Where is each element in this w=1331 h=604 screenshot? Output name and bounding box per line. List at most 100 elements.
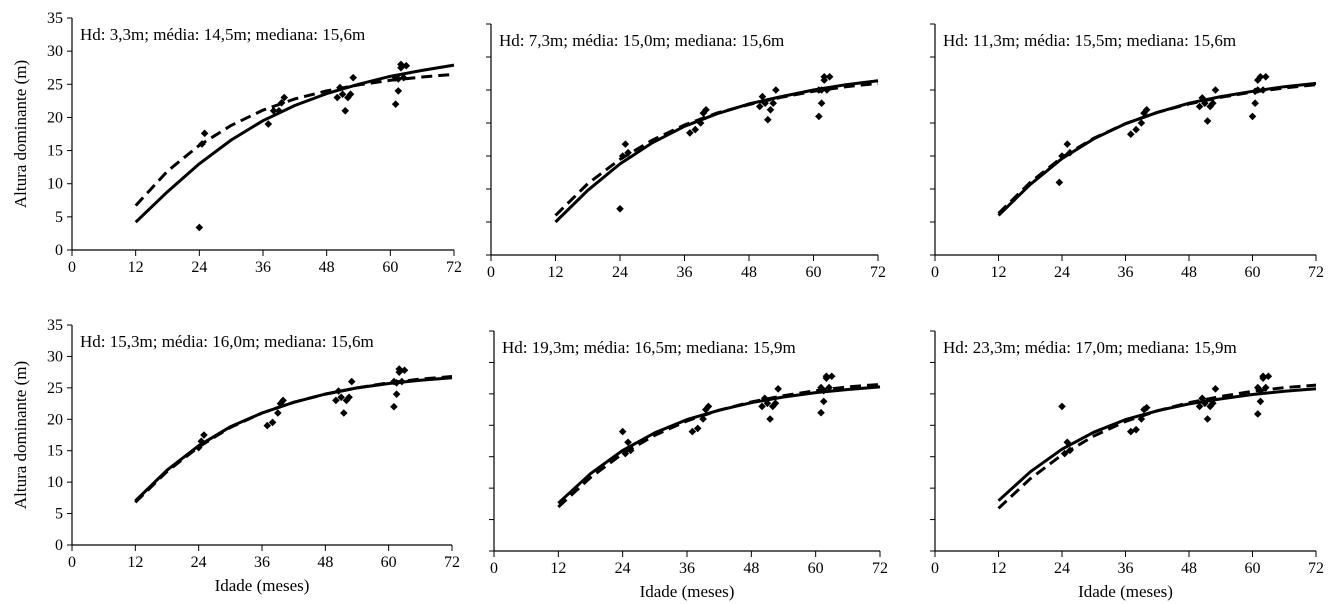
x-tick-label: 12 xyxy=(127,554,143,571)
data-point xyxy=(772,86,780,94)
data-point xyxy=(1198,394,1207,403)
data-point xyxy=(390,402,398,411)
data-point xyxy=(1261,73,1270,81)
x-tick-label: 48 xyxy=(741,264,757,281)
y-tick-label: 10 xyxy=(47,176,63,193)
x-axis-label: Idade (meses) xyxy=(215,576,310,595)
x-tick-label: 36 xyxy=(1118,264,1134,281)
series-line-solid xyxy=(997,81,1317,217)
data-point xyxy=(1251,87,1259,96)
x-tick-label: 12 xyxy=(991,264,1007,281)
data-point xyxy=(1261,383,1270,392)
data-point xyxy=(195,223,204,232)
x-tick-label: 48 xyxy=(317,554,333,571)
data-point xyxy=(1058,402,1066,411)
x-tick-label: 24 xyxy=(615,560,631,577)
data-point xyxy=(696,119,705,127)
data-point xyxy=(194,443,203,452)
data-point xyxy=(822,372,831,381)
data-point xyxy=(616,205,624,213)
x-tick-label: 60 xyxy=(1245,264,1261,281)
data-point xyxy=(263,421,272,430)
data-point xyxy=(1063,438,1072,447)
x-tick-label: 36 xyxy=(677,264,693,281)
data-point xyxy=(760,394,769,403)
series-line-solid xyxy=(134,63,455,224)
data-point xyxy=(1060,449,1069,458)
data-point xyxy=(1259,372,1267,381)
data-point xyxy=(1256,386,1265,395)
panel-annotation: Hd: 23,3m; média: 17,0m; mediana: 15,9m xyxy=(943,338,1237,357)
data-point xyxy=(1058,152,1066,160)
data-point xyxy=(402,61,411,70)
x-tick-label: 72 xyxy=(444,554,460,571)
data-point xyxy=(345,393,353,402)
data-point xyxy=(1256,73,1265,81)
y-tick-label: 15 xyxy=(47,143,63,160)
data-point xyxy=(758,402,766,411)
y-tick-label: 25 xyxy=(47,380,63,397)
data-point xyxy=(399,73,408,82)
x-tick-label: 48 xyxy=(743,560,759,577)
x-tick-label: 60 xyxy=(381,554,397,571)
data-point xyxy=(758,92,767,101)
data-point xyxy=(394,87,403,95)
chart-panel-4: 0 5 10 15 20 25 30 35 0 12 24 36 48 60 72 Hd: 15,3m; mé… xyxy=(11,317,460,595)
data-point xyxy=(624,148,632,157)
data-point xyxy=(1264,372,1273,381)
data-point xyxy=(341,107,350,115)
data-point xyxy=(394,75,403,83)
y-tick-label: 5 xyxy=(55,209,63,226)
panel-annotation: Hd: 3,3m; média: 14,5m; mediana: 15,6m xyxy=(80,25,365,44)
data-point xyxy=(338,90,347,99)
data-point xyxy=(621,140,630,148)
data-point xyxy=(763,399,772,408)
x-tick-label: 12 xyxy=(548,264,564,281)
data-point xyxy=(279,396,287,405)
data-point xyxy=(1055,178,1064,187)
x-tick-label: 72 xyxy=(1308,264,1324,281)
data-point xyxy=(400,366,409,375)
x-tick-label: 72 xyxy=(446,259,462,276)
y-tick-label: 5 xyxy=(55,506,63,523)
y-tick-label: 30 xyxy=(47,348,63,365)
data-point xyxy=(1209,399,1217,408)
x-tick-label: 36 xyxy=(254,554,270,571)
data-point xyxy=(624,438,632,447)
data-point xyxy=(197,437,206,446)
data-point xyxy=(691,125,700,134)
chart-panel-5: 0 12 24 36 48 60 72 Hd: 19,3m; média: 16,5m; me… xyxy=(489,330,888,601)
data-point xyxy=(391,73,400,82)
x-tick-label: 36 xyxy=(255,259,271,276)
data-point xyxy=(1201,99,1209,107)
data-point xyxy=(1211,385,1220,393)
series-line-solid xyxy=(557,385,881,505)
chart-panel-2: 0 12 24 36 48 60 72 Hd: 7,3m; média: 15,0m; med… xyxy=(486,23,886,281)
panel-annotation: Hd: 7,3m; média: 15,0m; mediana: 15,6m xyxy=(499,31,784,50)
data-point xyxy=(702,106,710,114)
data-point xyxy=(817,408,825,417)
data-point xyxy=(1251,99,1259,107)
data-point xyxy=(827,372,836,381)
data-point xyxy=(276,399,285,408)
data-point xyxy=(1253,410,1262,418)
series-line-dashed xyxy=(997,383,1317,510)
data-point xyxy=(280,93,289,102)
y-tick-label: 0 xyxy=(55,242,63,259)
data-point xyxy=(1209,99,1217,107)
data-point xyxy=(398,377,406,386)
y-tick-label: 35 xyxy=(47,317,63,334)
data-point xyxy=(1211,86,1220,94)
series-line-solid xyxy=(554,79,879,224)
data-point xyxy=(397,60,405,69)
data-point xyxy=(1142,106,1151,114)
chart-panel-6: 0 12 24 36 48 60 72 Hd: 23,3m; média: 17,0m; me… xyxy=(930,330,1324,601)
y-tick-label: 25 xyxy=(47,76,63,93)
chart-panel-1: 0 5 10 15 20 25 30 35 0 12 24 36 48 60 72 Hd: 3,3m; méd… xyxy=(11,10,462,276)
x-tick-label: 24 xyxy=(1054,560,1070,577)
data-point xyxy=(264,120,273,128)
x-tick-label: 60 xyxy=(808,560,824,577)
series-line-dashed xyxy=(997,83,1317,215)
data-point xyxy=(340,409,348,417)
